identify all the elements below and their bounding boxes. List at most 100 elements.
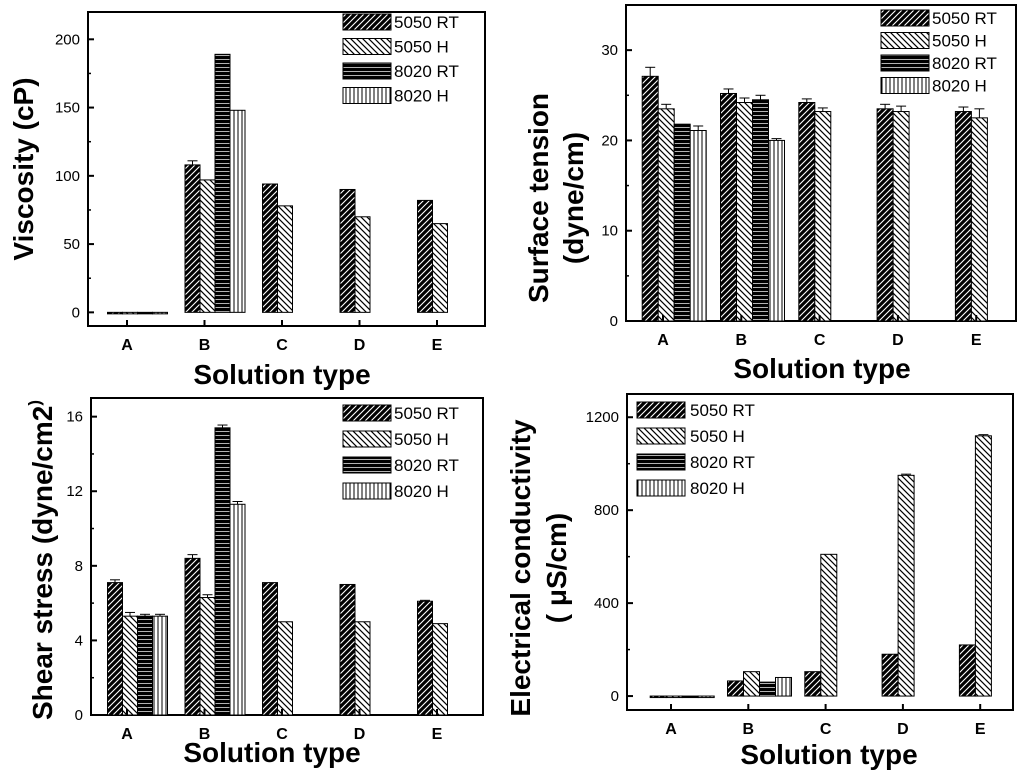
y-axis-title: Shear stress (dyne/cm2)	[25, 400, 58, 720]
x-axis-title: Solution type	[183, 737, 360, 768]
bar-5050-rt-d	[339, 188, 356, 313]
y-axis-title-line1: Surface tension	[523, 93, 554, 303]
bar-5050-rt-e	[954, 111, 972, 322]
legend-label: 5050 RT	[932, 9, 997, 28]
bar-8020-h-b	[229, 503, 246, 716]
legend-swatch	[880, 9, 930, 27]
bar-5050-h-b	[199, 179, 216, 313]
legend-swatch	[636, 453, 686, 471]
bar-5050-rt-a	[107, 582, 123, 716]
bar-5050-h-e	[432, 223, 448, 313]
bar-5050-rt-b	[720, 92, 737, 322]
bar-5050-h-a	[122, 615, 138, 716]
x-tick-label: B	[199, 337, 211, 354]
legend-label: 5050 H	[394, 38, 449, 57]
legend: 5050 RT 5050 H 8020 RT 8020 H	[636, 401, 755, 498]
x-tick-label: A	[121, 726, 133, 743]
y-tick-label: 400	[594, 595, 619, 612]
shear-stress-panel: 0 4 8 12 16 A B C D E Shear stress (dyne/cm2) So…	[25, 397, 484, 768]
bars	[641, 66, 988, 322]
bar-8020-h-b	[229, 109, 246, 313]
y-tick-label: 12	[66, 483, 83, 500]
x-ticks: A B C D E	[121, 709, 443, 743]
bars	[107, 53, 448, 315]
legend-swatch	[880, 77, 930, 94]
legend-swatch	[636, 427, 686, 445]
bar-5050-rt-e	[417, 199, 433, 313]
legend-swatch	[342, 38, 392, 55]
y-ticks: 0 50 100 150 200	[55, 31, 94, 321]
y-axis-title-superscript: )	[25, 400, 44, 406]
x-tick-label: C	[814, 332, 826, 349]
legend-swatch	[342, 430, 392, 448]
bar-5050-h-e	[432, 623, 448, 716]
viscosity-panel: 0 50 100 150 200 A B C D E Viscosity (cP) Soluti…	[8, 11, 486, 390]
y-ticks: 0 400 800 1200	[586, 409, 633, 705]
bar-5050-rt-a	[641, 75, 659, 322]
x-tick-label: C	[820, 721, 832, 738]
bar-8020-rt-b	[752, 99, 769, 322]
x-tick-label: C	[276, 337, 288, 354]
bar-5050-rt-b	[184, 164, 201, 313]
x-tick-label: D	[354, 337, 366, 354]
bar-5050-rt-c	[262, 183, 278, 313]
legend-label: 5050 H	[932, 32, 987, 51]
y-tick-label: 200	[55, 31, 80, 48]
bars	[649, 434, 992, 699]
bar-5050-rt-a	[107, 311, 123, 315]
bar-8020-h-b	[775, 676, 792, 697]
bar-5050-h-e	[974, 435, 992, 697]
bar-5050-rt-c	[804, 671, 822, 697]
x-ticks: A B C D E	[657, 315, 982, 349]
x-tick-label: C	[276, 726, 288, 743]
x-tick-label: B	[743, 721, 755, 738]
y-tick-label: 0	[72, 304, 80, 321]
legend-swatch	[342, 456, 392, 474]
bar-5050-h-a	[657, 108, 675, 322]
y-ticks: 0 4 8 12 16	[66, 409, 97, 724]
y-tick-label: 10	[601, 223, 618, 240]
y-tick-label: 0	[75, 707, 83, 724]
x-tick-label: D	[892, 332, 904, 349]
x-ticks: A B C D E	[121, 320, 443, 354]
x-tick-label: D	[897, 721, 909, 738]
bar-5050-h-c	[277, 205, 293, 313]
bar-8020-h-a	[152, 615, 168, 716]
bar-5050-h-b	[736, 102, 753, 322]
bar-5050-rt-b	[727, 680, 744, 697]
legend-label: 5050 H	[690, 427, 745, 446]
bar-5050-rt-e	[417, 600, 433, 716]
legend-swatch	[342, 13, 392, 31]
bar-5050-h-b	[199, 597, 216, 716]
bar-8020-rt-a	[681, 695, 699, 699]
legend-label: 5050 RT	[394, 404, 459, 423]
bar-5050-h-a	[122, 311, 138, 315]
bar-8020-rt-b	[214, 53, 231, 313]
bar-8020-rt-a	[673, 123, 691, 322]
x-tick-label: D	[354, 726, 366, 743]
bar-5050-rt-c	[262, 582, 278, 716]
bar-8020-rt-b	[214, 427, 231, 716]
bar-5050-h-c	[820, 553, 838, 697]
x-tick-label: E	[432, 337, 443, 354]
bar-8020-rt-b	[759, 681, 776, 697]
x-tick-label: A	[657, 332, 669, 349]
y-axis-title-line2: ( μS/cm)	[541, 513, 572, 623]
legend-label: 8020 H	[394, 482, 449, 501]
legend-label: 8020 RT	[394, 456, 459, 475]
legend-label: 5050 RT	[394, 13, 459, 32]
bar-5050-rt-a	[649, 695, 667, 699]
bar-5050-h-a	[665, 695, 683, 699]
y-tick-label: 100	[55, 168, 80, 185]
x-tick-label: E	[432, 726, 443, 743]
bar-8020-h-a	[697, 695, 715, 699]
plot-frame	[87, 11, 486, 327]
y-tick-label: 0	[610, 313, 618, 330]
y-tick-label: 16	[66, 409, 83, 426]
legend-label: 8020 RT	[932, 54, 997, 73]
legend: 5050 RT 5050 H 8020 RT 8020 H	[342, 404, 459, 501]
x-tick-label: E	[971, 332, 982, 349]
y-tick-label: 20	[601, 132, 618, 149]
